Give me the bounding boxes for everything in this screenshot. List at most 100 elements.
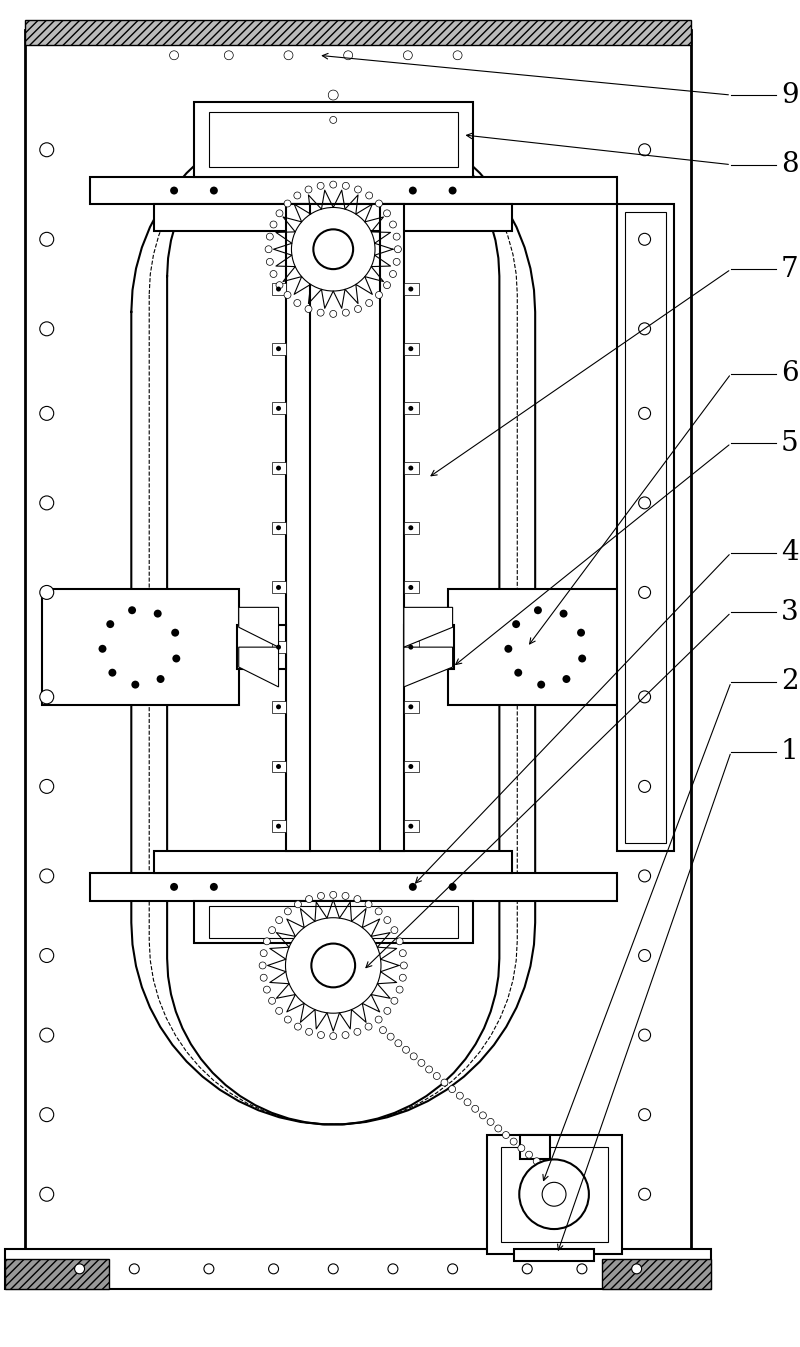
Text: 4: 4 [781, 539, 798, 566]
Circle shape [170, 882, 178, 890]
Circle shape [408, 346, 414, 352]
Circle shape [98, 645, 106, 653]
Circle shape [224, 51, 234, 59]
Text: 3: 3 [781, 599, 798, 626]
Circle shape [270, 221, 277, 228]
Circle shape [40, 869, 54, 882]
Circle shape [276, 645, 281, 649]
Text: 2: 2 [781, 668, 798, 695]
Circle shape [354, 306, 362, 313]
Circle shape [464, 1099, 471, 1106]
Circle shape [538, 680, 545, 688]
Bar [602, 1259, 711, 1289]
Circle shape [311, 944, 355, 987]
Circle shape [40, 1028, 54, 1043]
Circle shape [395, 1040, 402, 1047]
Bar [404, 761, 418, 772]
Circle shape [204, 1263, 214, 1274]
Bar [271, 582, 286, 594]
Circle shape [375, 1016, 382, 1022]
Circle shape [396, 986, 403, 993]
Circle shape [269, 927, 275, 933]
Circle shape [276, 916, 282, 924]
Circle shape [294, 299, 301, 307]
Circle shape [269, 1263, 278, 1274]
Circle shape [408, 466, 414, 470]
Circle shape [330, 310, 337, 318]
Circle shape [394, 245, 402, 253]
Circle shape [448, 1263, 458, 1274]
Circle shape [318, 1032, 325, 1039]
Circle shape [305, 186, 312, 193]
Circle shape [472, 1106, 478, 1113]
Bar [487, 1134, 622, 1254]
Circle shape [384, 1008, 391, 1014]
Circle shape [318, 893, 325, 900]
Circle shape [408, 764, 414, 769]
Circle shape [408, 585, 414, 590]
Circle shape [638, 950, 650, 962]
Circle shape [40, 780, 54, 793]
Circle shape [366, 299, 373, 307]
Circle shape [40, 690, 54, 704]
Circle shape [342, 310, 350, 317]
Circle shape [266, 233, 274, 240]
Circle shape [172, 655, 180, 663]
Circle shape [559, 610, 567, 617]
Circle shape [276, 282, 283, 288]
Bar [404, 342, 418, 354]
Bar [5, 1249, 711, 1289]
Bar [271, 283, 286, 295]
Bar [404, 700, 418, 713]
Circle shape [638, 144, 650, 156]
Circle shape [40, 496, 54, 511]
Circle shape [449, 882, 457, 890]
Circle shape [390, 271, 397, 277]
Circle shape [396, 938, 403, 944]
Circle shape [305, 306, 312, 313]
Circle shape [284, 291, 291, 299]
Bar [520, 1134, 550, 1160]
Circle shape [408, 287, 414, 291]
Circle shape [577, 629, 585, 637]
Bar [404, 462, 418, 474]
Circle shape [74, 1263, 85, 1274]
Circle shape [330, 116, 337, 124]
Bar [271, 403, 286, 415]
Circle shape [399, 974, 406, 981]
Circle shape [638, 1029, 650, 1041]
Bar [90, 176, 617, 205]
Circle shape [128, 606, 136, 614]
Bar [404, 521, 418, 533]
Text: 8: 8 [781, 151, 798, 178]
Circle shape [276, 764, 281, 769]
Circle shape [384, 916, 391, 924]
Circle shape [526, 1152, 533, 1158]
Circle shape [638, 586, 650, 598]
Circle shape [391, 997, 398, 1005]
Circle shape [131, 680, 139, 688]
Circle shape [276, 466, 281, 470]
Circle shape [549, 1171, 555, 1177]
Circle shape [210, 882, 218, 890]
Circle shape [638, 780, 650, 792]
Bar [271, 761, 286, 772]
Bar [271, 342, 286, 354]
Circle shape [260, 950, 267, 956]
Circle shape [330, 892, 337, 898]
Bar [448, 590, 645, 704]
Circle shape [306, 896, 313, 902]
Circle shape [286, 917, 381, 1013]
Circle shape [291, 207, 375, 291]
Circle shape [270, 271, 277, 277]
Circle shape [284, 1016, 291, 1022]
Circle shape [638, 1109, 650, 1121]
Circle shape [317, 182, 324, 190]
Circle shape [171, 629, 179, 637]
Bar [271, 462, 286, 474]
Circle shape [400, 962, 407, 968]
Circle shape [276, 704, 281, 710]
Circle shape [40, 1107, 54, 1122]
Circle shape [344, 51, 353, 59]
Circle shape [40, 1187, 54, 1202]
